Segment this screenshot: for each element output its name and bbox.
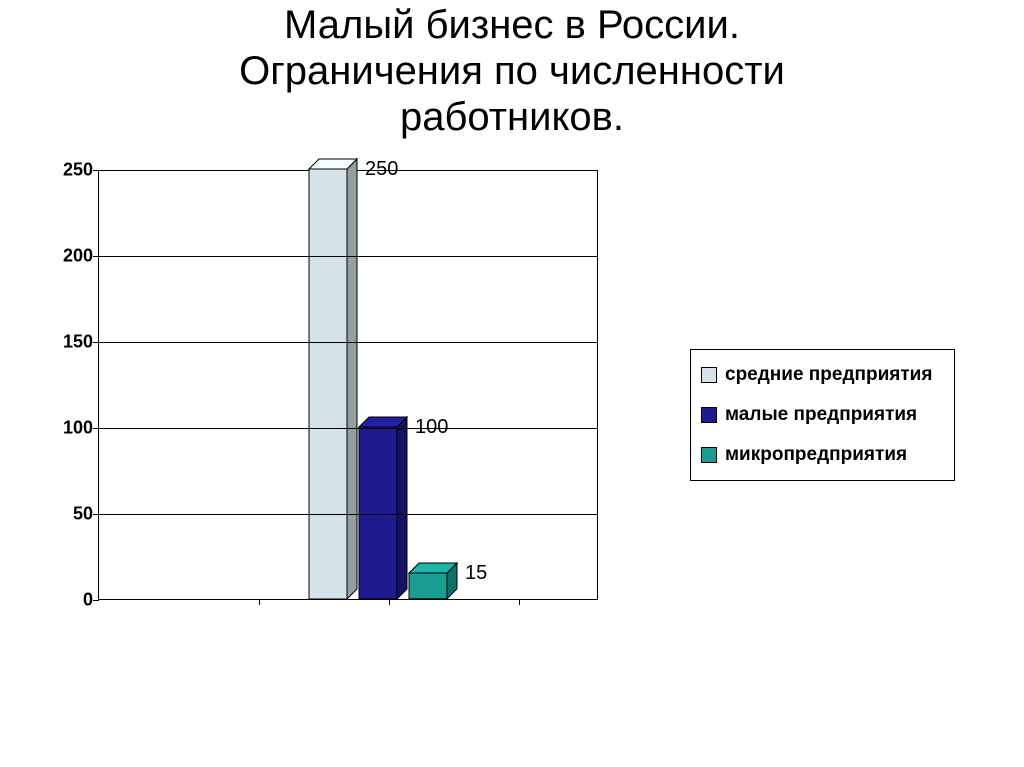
x-axis-tick-mark <box>519 599 520 605</box>
y-axis-tick-mark <box>93 514 99 515</box>
chart-bar-3d <box>308 158 358 600</box>
chart-bar <box>309 169 347 599</box>
y-axis-tick-label: 250 <box>63 160 93 181</box>
legend-swatch <box>701 367 717 383</box>
chart-bar-3d <box>408 562 458 600</box>
y-axis-tick-mark <box>93 170 99 171</box>
bar-chart: 25010015 0 50 100 150 200 250 <box>30 150 630 680</box>
chart-data-label: 250 <box>365 158 398 181</box>
chart-bars-group: 25010015 <box>99 170 598 599</box>
legend-item: малые предприятия <box>701 404 942 426</box>
chart-gridline <box>99 428 598 429</box>
y-axis-tick-mark <box>93 428 99 429</box>
y-axis-tick-label: 50 <box>73 504 93 525</box>
chart-bar <box>359 427 397 599</box>
legend-label: микропредприятия <box>725 444 907 466</box>
chart-data-label: 15 <box>465 562 487 585</box>
chart-gridline <box>99 256 598 257</box>
chart-bar-3d <box>358 416 408 600</box>
x-axis-tick-mark <box>259 599 260 605</box>
chart-gridline <box>99 342 598 343</box>
chart-bar <box>409 573 447 599</box>
y-axis-tick-mark <box>93 342 99 343</box>
legend-item: микропредприятия <box>701 444 942 466</box>
title-line-3: работников. <box>400 95 624 139</box>
legend-label: малые предприятия <box>725 404 917 426</box>
legend-swatch <box>701 447 717 463</box>
y-axis-tick-label: 100 <box>63 418 93 439</box>
y-axis-tick-label: 0 <box>83 590 93 611</box>
title-line-1: Малый бизнес в России. <box>284 3 740 47</box>
chart-legend: средние предприятия малые предприятия микр… <box>690 349 955 481</box>
y-axis-tick-mark <box>93 256 99 257</box>
y-axis-tick-label: 200 <box>63 246 93 267</box>
page-title: Малый бизнес в России. Ограничения по чи… <box>0 0 1024 140</box>
y-axis-tick-mark <box>93 600 99 601</box>
legend-label: средние предприятия <box>725 364 932 386</box>
title-line-2: Ограничения по численности <box>239 49 785 93</box>
chart-gridline <box>99 514 598 515</box>
x-axis-tick-mark <box>389 599 390 605</box>
chart-plot-area: 25010015 050100150200250 <box>98 170 598 600</box>
legend-item: средние предприятия <box>701 364 942 386</box>
legend-swatch <box>701 407 717 423</box>
y-axis-tick-label: 150 <box>63 332 93 353</box>
